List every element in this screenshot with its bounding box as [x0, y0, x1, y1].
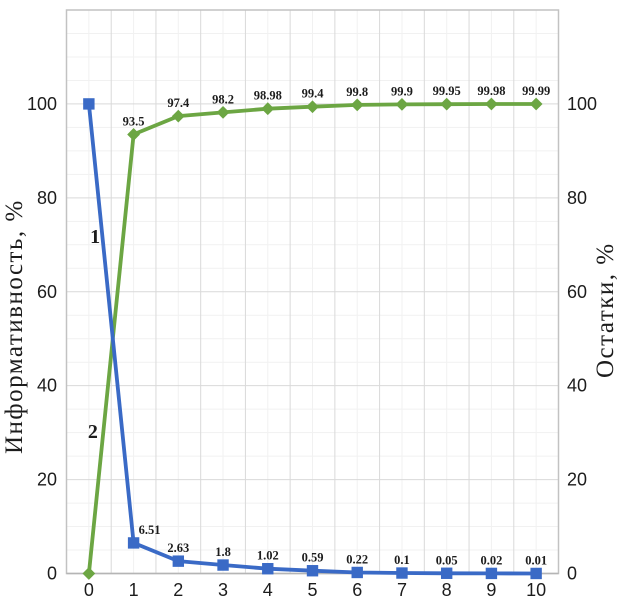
series-1-marker [485, 567, 498, 580]
series-2-marker [485, 97, 498, 111]
series-1-marker [172, 555, 185, 567]
y-axis-title-left: Информативность, % [1, 199, 28, 454]
data-label: 0.1 [394, 553, 410, 567]
y-axis-left-tick-label: 0 [47, 564, 57, 584]
series-1-marker [83, 98, 95, 110]
series-2-marker [127, 128, 140, 141]
y-axis-left-tick-label: 80 [37, 188, 57, 208]
data-label: 1.8 [215, 545, 231, 559]
data-label: 0.59 [302, 551, 324, 565]
series-2-marker [261, 102, 275, 116]
x-axis-tick-label: 5 [307, 580, 317, 600]
data-label: 6.51 [139, 523, 161, 537]
data-labels: 6.51 2.63 1.8 1.02 0.59 0.22 0.1 0.05 0.02 0.01 93… [123, 84, 551, 567]
series-2-marker [82, 567, 96, 580]
series-1-marker [217, 559, 229, 571]
data-label: 99.9 [391, 84, 413, 98]
series-1-marker [440, 567, 453, 579]
x-axis-tick-label: 8 [442, 580, 452, 600]
x-axis-tick-label: 7 [397, 580, 407, 600]
data-label: 98.2 [212, 92, 234, 106]
data-label: 0.02 [480, 553, 502, 567]
x-axis-tick-label: 2 [173, 580, 183, 600]
data-label: 97.4 [167, 96, 190, 110]
y-axis-right-tick-label: 100 [567, 94, 597, 114]
data-label: 0.05 [436, 553, 458, 567]
y-axis-left-tick-label: 40 [37, 376, 57, 396]
x-axis-tick-label: 0 [84, 580, 94, 600]
y-axis-right-tick-label: 60 [567, 282, 587, 302]
x-axis-tick-label: 1 [129, 580, 139, 600]
x-axis-tick-label: 3 [218, 580, 228, 600]
series-1-marker [530, 567, 542, 580]
data-label: 0.22 [346, 552, 368, 566]
series-1-marker [306, 565, 319, 577]
data-label: 99.98 [477, 84, 505, 98]
y-axis-left-tick-label: 60 [37, 282, 57, 302]
series-1-marker [262, 563, 274, 575]
series-1-marker [127, 537, 140, 549]
y-axis-left-tick-label: 100 [27, 94, 57, 114]
curve-number-annotations: 12 [88, 226, 100, 443]
data-label: 99.95 [433, 84, 461, 98]
data-label: 2.63 [167, 541, 189, 555]
y-axis-right-tick-label: 80 [567, 188, 587, 208]
x-axis-tick-label: 9 [486, 580, 496, 600]
data-label: 99.99 [522, 84, 550, 98]
x-axis-tick-label: 10 [526, 580, 546, 600]
series-1-marker [396, 567, 408, 579]
series-2-marker [440, 97, 454, 111]
data-label: 93.5 [123, 114, 145, 128]
data-label: 98.98 [254, 89, 282, 103]
series-lines [82, 97, 543, 580]
y-axis-right-tick-label: 20 [567, 470, 587, 490]
curve-label-1: 1 [90, 226, 100, 248]
data-label: 0.01 [525, 553, 547, 567]
y-axis-right-tick-label: 0 [567, 564, 577, 584]
series-1-marker [351, 566, 363, 579]
data-label: 99.4 [302, 87, 325, 101]
series-2-marker [350, 98, 364, 112]
curve-label-2: 2 [88, 421, 98, 443]
data-label: 1.02 [257, 549, 279, 563]
x-axis-tick-label: 4 [263, 580, 273, 600]
series-2-marker [395, 97, 409, 111]
series-2-marker [171, 109, 185, 123]
x-axis-tick-label: 6 [352, 580, 362, 600]
series-2-marker [529, 97, 543, 111]
data-label: 99.8 [346, 85, 368, 99]
y-axis-left-tick-label: 20 [37, 470, 57, 490]
y-axis-title-right: Остатки, % [592, 242, 619, 378]
series-2-marker [216, 105, 230, 119]
y-axis-right-tick-label: 40 [567, 376, 587, 396]
series-2-marker [306, 100, 319, 114]
